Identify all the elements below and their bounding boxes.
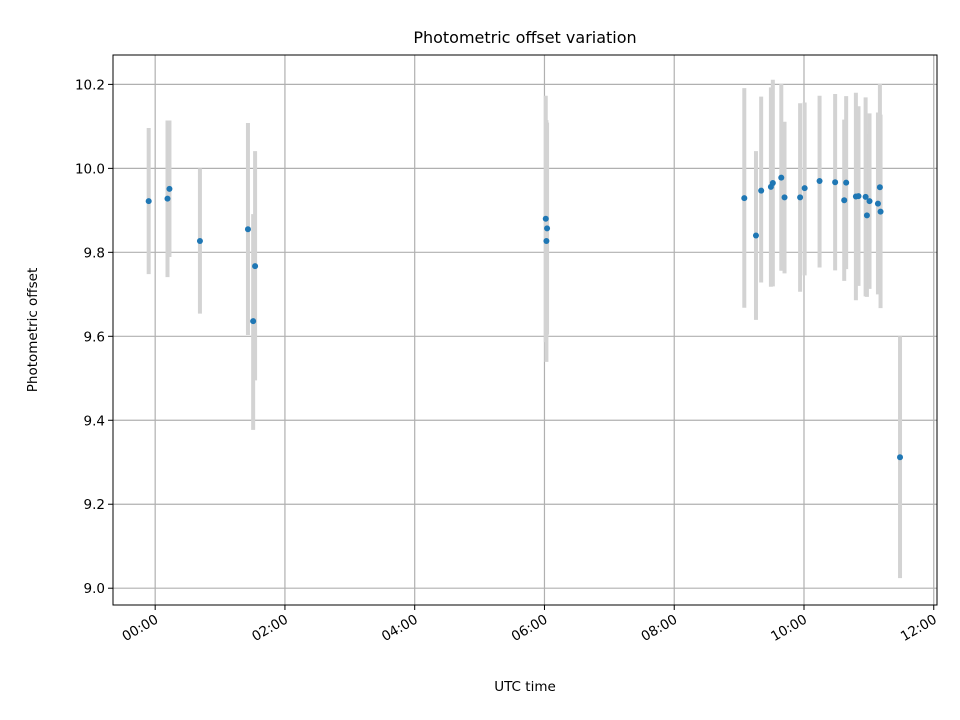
data-point [897,454,904,461]
y-tick-label: 9.0 [84,581,105,597]
data-point [166,185,173,192]
data-point [145,198,152,205]
data-point [801,185,808,192]
data-point [841,197,848,204]
data-point [544,225,551,232]
y-tick-label: 9.4 [84,413,105,429]
data-point [778,174,785,181]
plot-frame [112,54,938,606]
x-axis-label: UTC time [494,679,556,695]
data-points [145,174,904,461]
y-tick-label: 10.0 [75,161,105,177]
data-point [244,226,251,233]
x-tick-label: 04:00 [379,612,421,645]
y-axis-ticks: 9.0 9.2 9.4 9.6 9.8 10.0 10.2 [75,77,113,597]
data-point [843,179,850,186]
data-point [816,177,823,184]
x-tick-label: 10:00 [768,612,810,645]
data-point [863,212,870,219]
data-point [252,263,259,270]
grid [113,55,937,605]
x-tick-label: 00:00 [119,612,161,645]
y-tick-label: 9.6 [84,329,105,345]
x-tick-label: 08:00 [639,612,681,645]
data-point [876,184,883,191]
data-point [196,237,203,244]
error-bars [146,79,903,579]
data-point [866,198,873,205]
data-point [250,318,257,325]
data-point [752,232,759,239]
data-point [855,193,862,200]
data-point [862,193,869,200]
data-point [164,195,171,202]
data-point [543,237,550,244]
data-point [832,179,839,186]
data-point [877,208,884,215]
data-point [542,215,549,222]
y-tick-label: 9.8 [84,245,105,261]
data-point [741,195,748,202]
x-tick-label: 06:00 [509,612,551,645]
x-tick-label: 02:00 [249,612,291,645]
data-point [797,194,804,201]
x-axis-ticks: 00:00 02:00 04:00 06:00 08:00 10:00 12:00 [119,605,940,645]
data-point [874,200,881,207]
data-point [758,187,765,194]
chart-title: Photometric offset variation [413,28,636,47]
y-axis-label: Photometric offset [25,268,41,392]
data-point [769,180,776,187]
data-point [781,194,788,201]
y-tick-label: 9.2 [84,497,105,513]
x-tick-label: 12:00 [898,612,940,645]
y-tick-label: 10.2 [75,77,105,93]
